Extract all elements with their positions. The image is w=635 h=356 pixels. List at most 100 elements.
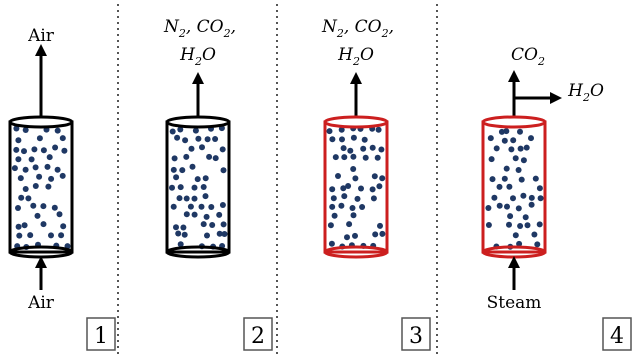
- particle: [54, 127, 61, 134]
- particle: [488, 156, 495, 163]
- particle: [51, 204, 58, 211]
- particle: [338, 126, 345, 133]
- particle: [13, 125, 20, 132]
- particle: [183, 195, 190, 202]
- outlet-label-line2: H2O: [337, 45, 374, 68]
- particle: [371, 173, 378, 180]
- particle: [173, 174, 180, 181]
- particle: [31, 146, 38, 153]
- particle: [504, 203, 510, 210]
- particle: [15, 137, 22, 144]
- particle: [352, 232, 358, 239]
- particle: [330, 195, 337, 202]
- particle: [515, 167, 522, 173]
- particle: [517, 128, 523, 135]
- particle: [360, 145, 367, 152]
- panel-number: 1: [94, 324, 108, 349]
- particle: [379, 230, 386, 237]
- particle: [194, 176, 201, 183]
- particle: [199, 144, 205, 151]
- outlet-label-line1: N2, CO2,: [321, 17, 394, 40]
- particle: [46, 154, 53, 161]
- particle: [169, 184, 175, 191]
- particle: [216, 211, 223, 218]
- particle: [515, 205, 522, 212]
- particle: [182, 137, 189, 144]
- particle: [48, 175, 55, 182]
- particle: [528, 194, 535, 201]
- particle: [56, 211, 63, 218]
- particle: [506, 221, 512, 228]
- particle: [45, 183, 52, 190]
- particle: [536, 185, 543, 192]
- particle: [36, 173, 43, 180]
- particle: [537, 195, 544, 202]
- particle: [170, 203, 177, 210]
- particle: [510, 137, 517, 144]
- particle: [501, 137, 508, 144]
- particle: [379, 175, 386, 182]
- particle: [22, 186, 29, 192]
- packed-bed-particles: [169, 125, 228, 250]
- panel-number-box: [401, 317, 431, 351]
- particle: [487, 135, 494, 142]
- particle: [329, 136, 336, 143]
- particle: [369, 144, 376, 151]
- particle: [512, 155, 519, 162]
- particle: [493, 145, 500, 152]
- particle: [347, 147, 354, 154]
- particle: [22, 127, 29, 133]
- particle: [372, 231, 379, 238]
- particle: [506, 183, 513, 190]
- particle: [340, 145, 347, 152]
- particle: [501, 175, 508, 182]
- particle: [341, 193, 348, 200]
- particle: [183, 211, 190, 218]
- particle: [181, 231, 188, 238]
- particle: [17, 175, 24, 182]
- particle: [536, 221, 543, 228]
- particle: [220, 167, 227, 174]
- particle: [503, 165, 510, 172]
- packed-bed-particles: [11, 125, 71, 250]
- particle: [198, 203, 205, 210]
- particle: [25, 195, 32, 202]
- particle: [491, 194, 498, 201]
- particle: [377, 222, 383, 229]
- particle: [503, 128, 510, 135]
- panel-number: 2: [251, 324, 265, 349]
- particle: [15, 223, 22, 230]
- particle: [518, 176, 525, 183]
- particle: [531, 231, 538, 238]
- inlet-label: Air: [27, 293, 55, 313]
- particle: [344, 234, 350, 241]
- particle: [52, 144, 59, 151]
- particle: [375, 126, 382, 133]
- particle: [206, 153, 213, 160]
- particle: [187, 203, 194, 210]
- particle: [59, 172, 66, 179]
- particle: [350, 153, 357, 160]
- particle: [350, 212, 357, 219]
- particle: [508, 146, 515, 153]
- particle: [332, 154, 339, 161]
- outlet-label-top: CO2: [511, 45, 545, 68]
- particle: [219, 202, 226, 208]
- packed-bed-particles: [326, 125, 386, 250]
- particle: [350, 166, 357, 172]
- particle: [369, 186, 376, 193]
- particle: [528, 135, 534, 142]
- particle: [54, 166, 61, 173]
- particle: [522, 214, 529, 221]
- particle: [496, 202, 503, 209]
- particle: [327, 222, 334, 229]
- particle: [36, 135, 43, 142]
- reactor-cylinder: [165, 115, 231, 259]
- particle: [221, 231, 228, 237]
- reactor-cylinder: [8, 115, 74, 259]
- particle: [329, 203, 336, 210]
- particle: [191, 195, 198, 202]
- particle: [60, 223, 67, 230]
- particle: [346, 221, 353, 228]
